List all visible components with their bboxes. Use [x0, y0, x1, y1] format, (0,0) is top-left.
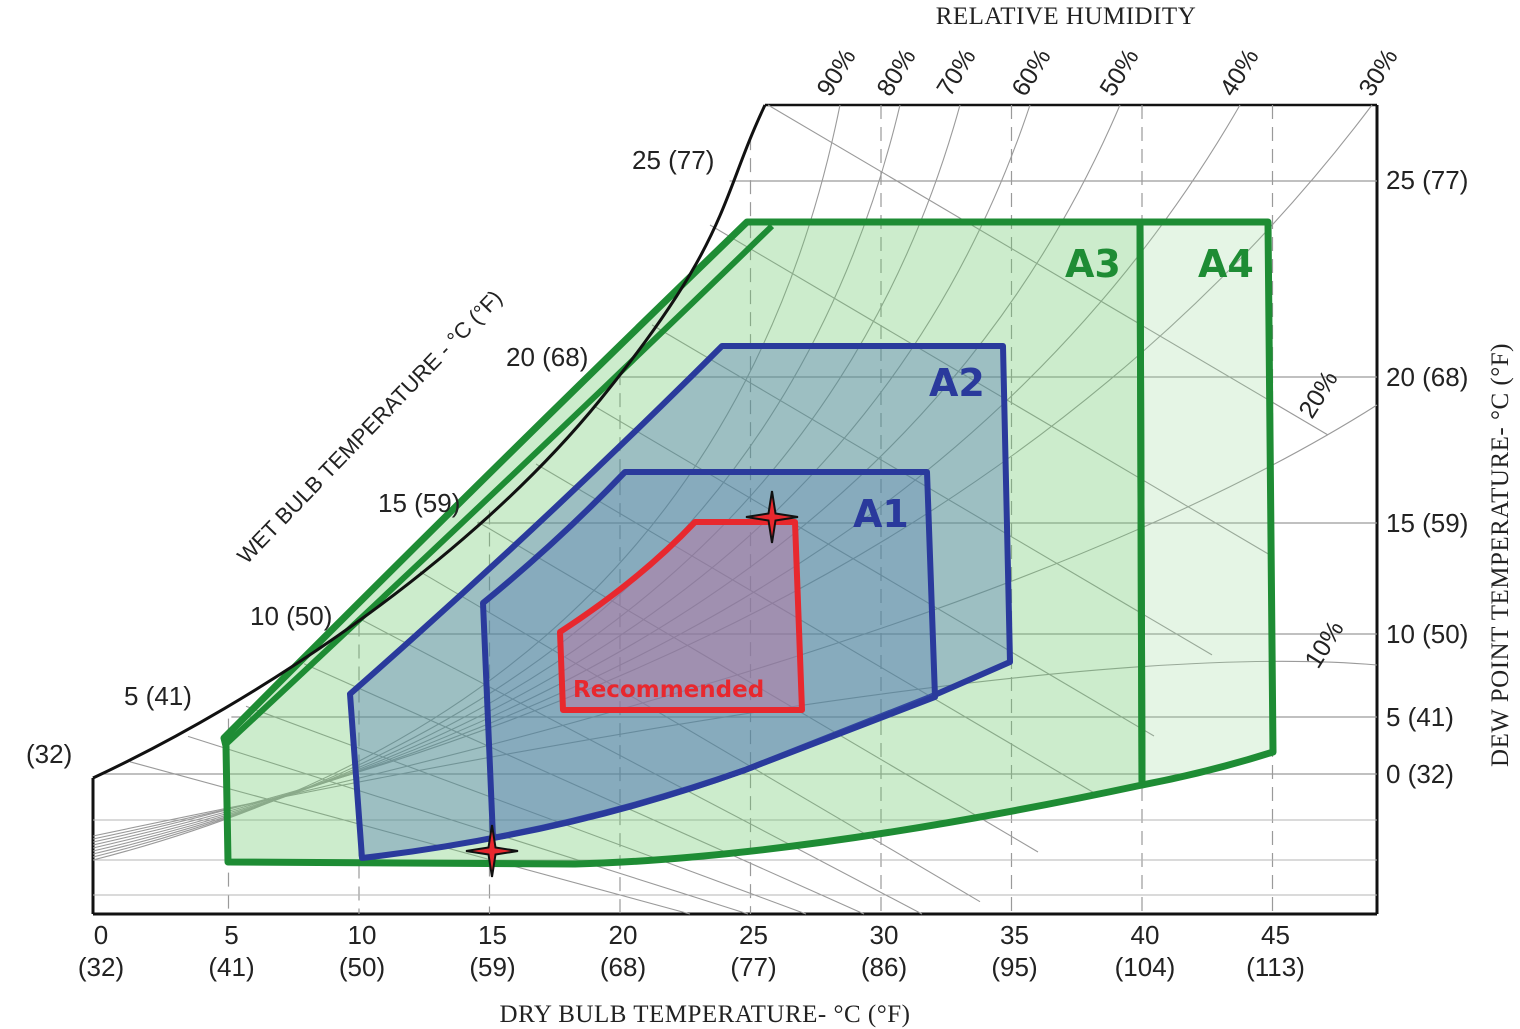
rh-label: 90%	[811, 44, 861, 101]
x-tick-label: (113)	[1246, 952, 1305, 982]
rh-label: 10%	[1299, 616, 1349, 673]
rh-label: 30%	[1353, 44, 1403, 101]
x-tick-label: (41)	[208, 952, 254, 982]
dew-point-tick-label: 15 (59)	[1386, 508, 1468, 538]
x-tick-label: (32)	[78, 952, 124, 982]
wet-bulb-tick-label: 25 (77)	[632, 145, 714, 175]
saturation-line	[92, 104, 767, 780]
wet-bulb-tick-label: 10 (50)	[250, 601, 332, 631]
wet-bulb-gridline	[245, 705, 807, 915]
x-tick-label: (86)	[861, 952, 907, 982]
x-tick-label: 30	[870, 920, 899, 950]
wet-bulb-gridline	[709, 224, 1271, 556]
saturation-curve	[92, 104, 767, 780]
zone-a1	[480, 469, 938, 841]
dew-point-axis-label: DEW POINT TEMPERATURE- °C (°F)	[1487, 343, 1514, 767]
rh-curve	[92, 660, 1378, 837]
wet-bulb-gridline	[361, 619, 923, 915]
x-tick-label: 25	[739, 920, 768, 950]
dew-point-tick-label: 25 (77)	[1386, 165, 1468, 195]
x-tick-label: 40	[1131, 920, 1160, 950]
zone-label-a2: A2	[929, 361, 985, 405]
rh-curve	[92, 104, 1373, 843]
x-tick-label: 20	[609, 920, 638, 950]
x-tick-label: 10	[348, 920, 377, 950]
zone-label-a4: A4	[1198, 242, 1254, 286]
zone-label-a1: A1	[853, 492, 909, 536]
x-tick-label: 45	[1261, 920, 1290, 950]
rh-label: 50%	[1094, 44, 1144, 101]
marker-star-allowable-lower-limit	[465, 824, 519, 878]
x-tick-label: 5	[224, 920, 238, 950]
wet-bulb-gridline	[651, 324, 1213, 656]
wet-bulb-gridline	[767, 104, 1329, 436]
zone-a4	[1136, 218, 1277, 789]
dew-point-tick-label: 5 (41)	[1386, 702, 1454, 732]
marker-star-recommended-upper-limit	[745, 490, 799, 544]
zone-label-recommended: Recommended	[573, 677, 764, 703]
zone-label-a3: A3	[1065, 242, 1121, 286]
dew-point-tick-label: 0 (32)	[1386, 759, 1454, 789]
rh-label: 60%	[1006, 44, 1056, 101]
wet-bulb-gridline	[187, 735, 749, 915]
wet-bulb-tick-label: 5 (41)	[124, 681, 192, 711]
zone-a3-inner-outline	[221, 223, 775, 749]
rh-curve	[92, 404, 1378, 840]
wet-bulb-gridline	[593, 405, 1155, 737]
x-tick-label: 15	[478, 920, 507, 950]
dew-point-tick-label: 10 (50)	[1386, 619, 1468, 649]
x-tick-label: (50)	[339, 952, 385, 982]
x-tick-label: (95)	[991, 952, 1037, 982]
chart-grid	[91, 103, 1379, 916]
wet-bulb-tick-label: 20 (68)	[506, 342, 588, 372]
x-axis-label: DRY BULB TEMPERATURE- °C (°F)	[500, 1001, 911, 1028]
x-tick-label: 0	[94, 920, 108, 950]
wet-bulb-tick-label: 15 (59)	[378, 488, 460, 518]
x-tick-label: (59)	[469, 952, 515, 982]
rh-label: 20%	[1293, 366, 1343, 423]
x-tick-label: (68)	[600, 952, 646, 982]
x-tick-label: (104)	[1115, 952, 1176, 982]
wet-bulb-gridline	[477, 521, 1039, 853]
wet-bulb-gridline	[535, 463, 1097, 795]
x-tick-label: 35	[1000, 920, 1029, 950]
wet-bulb-gridline	[303, 663, 865, 915]
rh-label: 40%	[1214, 44, 1264, 101]
zone-recommended	[557, 519, 805, 713]
dew-point-tick-label: 20 (68)	[1386, 362, 1468, 392]
rh-label: 70%	[931, 44, 981, 101]
rh-label: 80%	[871, 44, 921, 101]
relative-humidity-label: RELATIVE HUMIDITY	[936, 3, 1197, 30]
wet-bulb-gridline	[419, 571, 981, 903]
wet-bulb-tick-label: (32)	[26, 739, 72, 769]
x-tick-label: (77)	[730, 952, 776, 982]
